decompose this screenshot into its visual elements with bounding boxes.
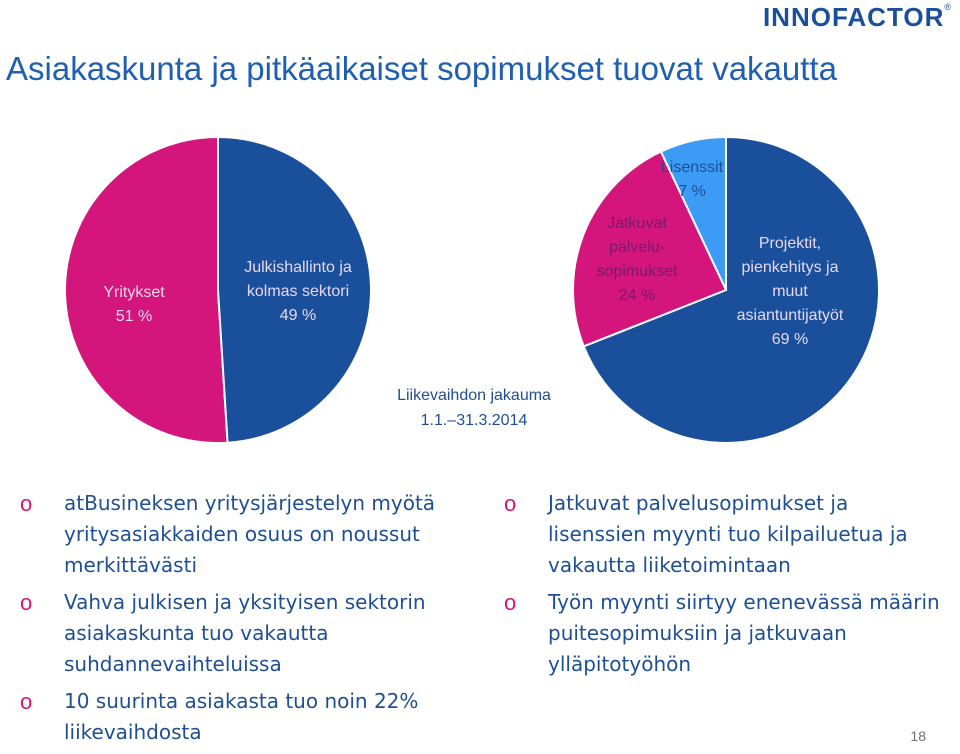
bullet-text: 10 suurinta asiakasta tuo noin 22% liike…: [64, 689, 419, 744]
bullet-item: o Jatkuvat palvelusopimukset ja lisenssi…: [504, 488, 944, 581]
chart-caption-line-1: Liikevaihdon jakauma: [397, 387, 551, 404]
pie-chart-revenue-type: Lisenssit 7 % Projektit, pienkehitys ja muut…: [572, 135, 880, 444]
bullet-item: o Vahva julkisen ja yksityisen sektorin …: [20, 587, 480, 680]
page-number: 18: [910, 728, 926, 744]
pie-slice-label: Yritykset 51 %: [103, 284, 165, 325]
pie-slice: [582, 135, 880, 444]
pie-slice-label: Jatkuvat palvelu-sopimukset 24 %: [597, 215, 678, 304]
bullet-marker: o: [504, 590, 517, 615]
pie-slice: [217, 135, 372, 444]
innofactor-logo: INNOFACTOR®: [762, 2, 952, 32]
bullet-item: o Työn myynti siirtyy enenevässä määrin …: [504, 587, 944, 680]
bullet-list-left: o atBusineksen yritysjärjestelyn myötä y…: [20, 488, 480, 754]
pie-chart-customers: Yritykset 51 % Julkishallinto ja kolmas sek…: [64, 135, 372, 444]
pie-charts: Yritykset 51 % Julkishallinto ja kolmas sek…: [64, 135, 880, 444]
bullet-marker: o: [20, 689, 33, 714]
chart-caption-line-2: 1.1.–31.3.2014: [421, 412, 528, 429]
pie-slice: [572, 150, 728, 348]
bullet-text: Vahva julkisen ja yksityisen sektorin as…: [64, 590, 426, 676]
bullet-marker: o: [20, 590, 33, 615]
bullet-text: Jatkuvat palvelusopimukset ja lisenssien…: [548, 491, 908, 577]
bullet-item: o atBusineksen yritysjärjestelyn myötä y…: [20, 488, 480, 581]
pie-slice-label: Lisenssit 7 %: [661, 159, 724, 200]
page-title: Asiakaskunta ja pitkäaikaiset sopimukset…: [6, 50, 837, 87]
pie-slice-label: Projektit, pienkehitys ja muut asiantuntija…: [737, 235, 844, 348]
bullet-item: o 10 suurinta asiakasta tuo noin 22% lii…: [20, 686, 480, 748]
bullet-marker: o: [504, 491, 517, 516]
bullet-marker: o: [20, 491, 33, 516]
pie-slice-label: Julkishallinto ja kolmas sektori 49 %: [244, 259, 352, 324]
bullet-text: Työn myynti siirtyy enenevässä määrin pu…: [548, 590, 940, 676]
bullet-list-right: o Jatkuvat palvelusopimukset ja lisenssi…: [504, 488, 944, 686]
bullet-text: atBusineksen yritysjärjestelyn myötä yri…: [64, 491, 436, 577]
pie-slice: [64, 135, 229, 444]
